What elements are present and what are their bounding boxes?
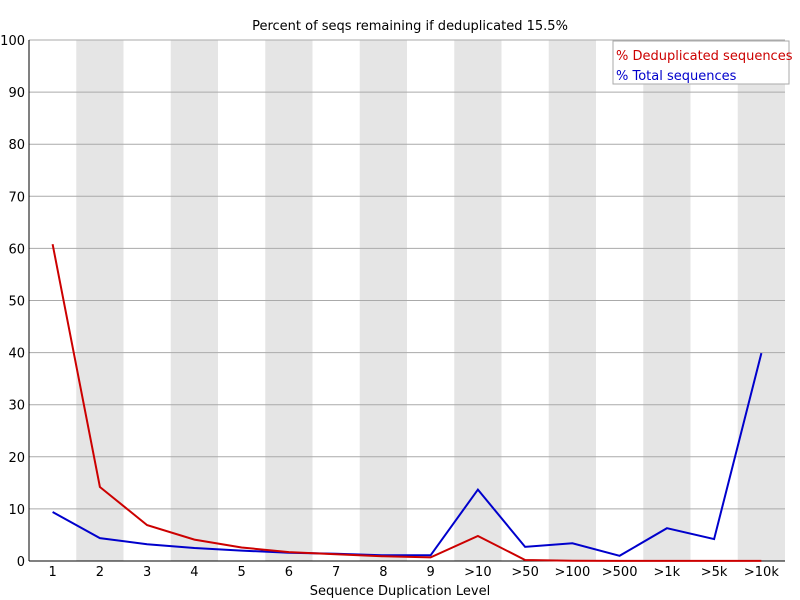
y-tick-label: 80 xyxy=(8,138,25,153)
legend-entry-total: % Total sequences xyxy=(616,69,737,84)
y-tick-label: 70 xyxy=(8,190,25,205)
legend-entry-deduplicated: % Deduplicated sequences xyxy=(616,49,793,64)
y-tick-label: 0 xyxy=(17,555,25,570)
x-tick-label: >50 xyxy=(511,565,538,580)
chart-title: Percent of seqs remaining if deduplicate… xyxy=(252,19,568,34)
x-tick-label: >1k xyxy=(654,565,681,580)
y-tick-label: 40 xyxy=(8,347,25,362)
x-tick-label: 6 xyxy=(285,565,293,580)
x-tick-label: >100 xyxy=(555,565,591,580)
y-tick-labels: 0 10 20 30 40 50 60 70 80 90 100 xyxy=(0,34,25,570)
y-tick-label: 90 xyxy=(8,86,25,101)
legend: % Deduplicated sequences % Total sequenc… xyxy=(612,40,793,85)
series-lines xyxy=(51,244,763,562)
y-tick-label: 50 xyxy=(8,295,25,310)
y-tick-label: 30 xyxy=(8,399,25,414)
x-tick-label: >5k xyxy=(701,565,728,580)
x-tick-label: 2 xyxy=(96,565,104,580)
x-tick-label: 4 xyxy=(190,565,198,580)
x-tick-label: >500 xyxy=(602,565,638,580)
series-line-total xyxy=(52,352,763,557)
y-tick-label: 100 xyxy=(0,34,25,49)
y-tick-label: 20 xyxy=(8,451,25,466)
x-tick-labels: 1 2 3 4 5 6 7 8 9 >10 >50 >100 >500 >1k >5k >10k xyxy=(48,565,779,580)
y-tick-label: 60 xyxy=(8,242,25,257)
series-line-deduplicated xyxy=(51,244,762,562)
x-tick-label: 8 xyxy=(379,565,387,580)
x-tick-label: 1 xyxy=(48,565,56,580)
gridlines xyxy=(29,39,785,510)
x-tick-label: 9 xyxy=(426,565,434,580)
x-tick-label: 7 xyxy=(332,565,340,580)
y-tick-label: 10 xyxy=(8,503,25,518)
x-tick-label: 5 xyxy=(237,565,245,580)
x-tick-label: >10k xyxy=(744,565,779,580)
x-tick-label: 3 xyxy=(143,565,151,580)
x-axis-label: Sequence Duplication Level xyxy=(310,584,490,599)
legend-box xyxy=(612,40,790,85)
x-tick-label: >10 xyxy=(464,565,491,580)
